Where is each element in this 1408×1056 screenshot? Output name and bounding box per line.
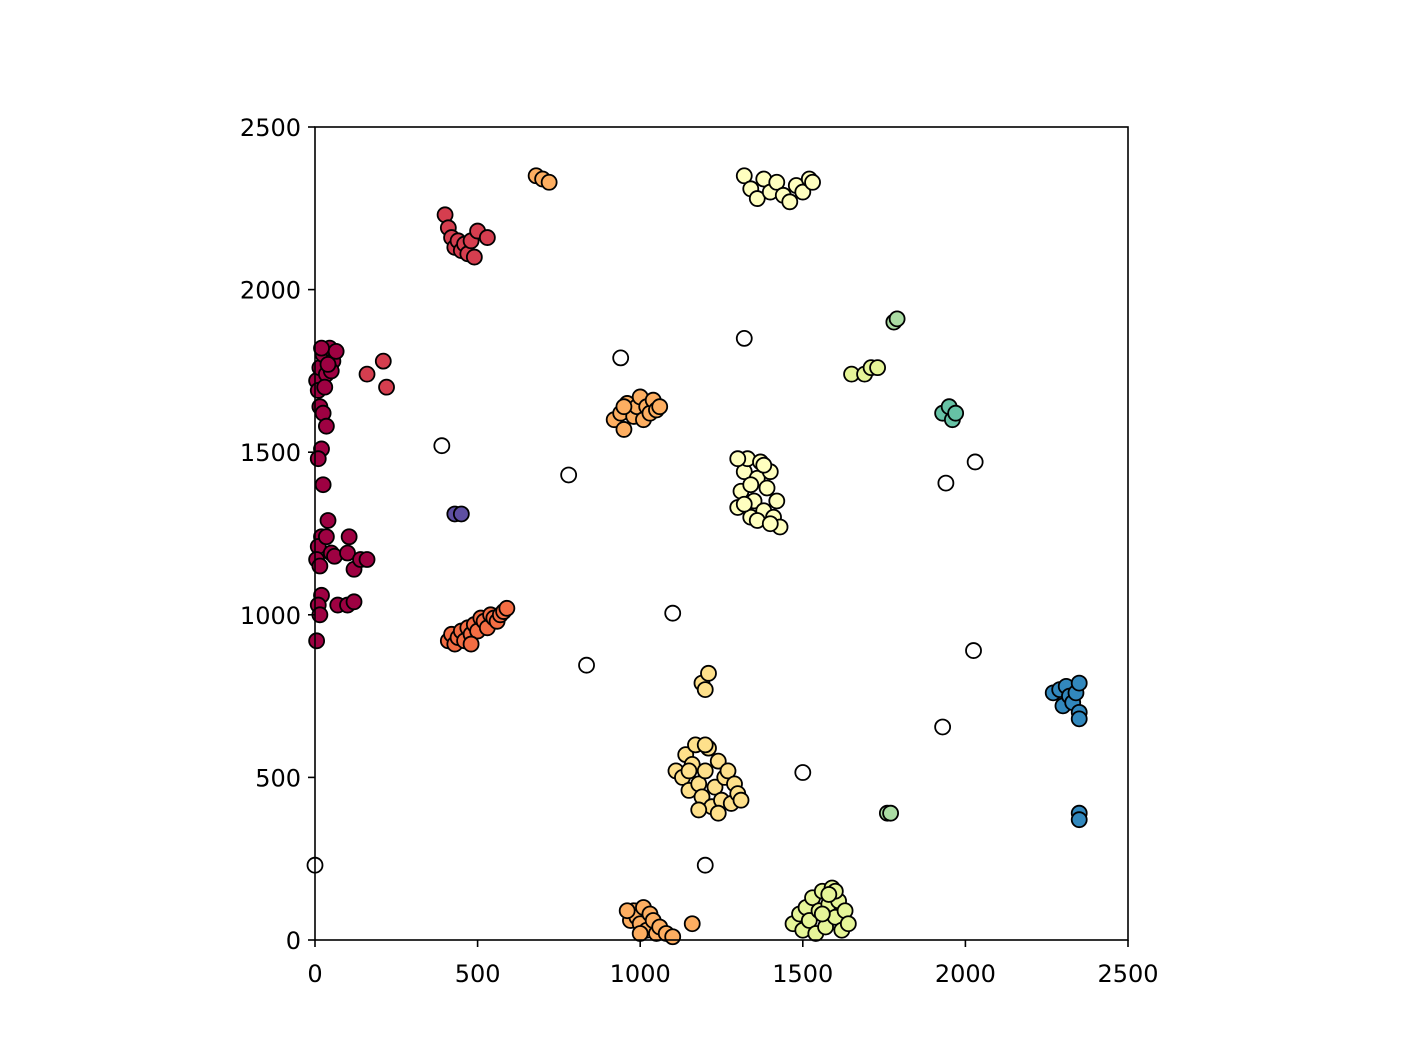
noise-point <box>794 764 812 781</box>
data-point <box>761 515 779 533</box>
x-tick-label: 500 <box>455 960 501 988</box>
y-tick-label: 1500 <box>240 439 301 467</box>
data-point <box>683 915 701 933</box>
data-point <box>631 925 649 942</box>
data-point <box>478 229 496 246</box>
data-point <box>729 450 747 468</box>
data-point <box>319 355 337 373</box>
data-point <box>735 167 753 185</box>
data-point <box>768 492 786 510</box>
data-point <box>719 762 737 780</box>
data-point <box>319 512 337 529</box>
data-point <box>540 173 558 191</box>
data-point <box>374 352 392 370</box>
data-point <box>869 359 886 377</box>
data-point <box>680 762 698 780</box>
data-point <box>651 398 669 416</box>
data-point <box>696 681 714 698</box>
data-point <box>690 801 708 819</box>
data-point <box>947 404 965 422</box>
y-tick-label: 2000 <box>240 277 301 305</box>
y-tick-label: 1000 <box>240 602 301 630</box>
data-point <box>498 599 516 617</box>
y-axis-ticks: 0 500 1000 1500 2000 2500 <box>240 114 315 955</box>
x-tick-label: 2500 <box>1097 960 1158 988</box>
data-point <box>700 664 717 682</box>
data-point <box>311 557 329 575</box>
data-point <box>696 762 714 780</box>
data-point <box>755 456 773 474</box>
x-tick-label: 2000 <box>935 960 996 988</box>
data-point <box>839 915 857 933</box>
noise-point <box>433 437 451 455</box>
data-point <box>316 378 334 396</box>
y-tick-label: 0 <box>286 927 301 955</box>
data-point <box>709 752 727 770</box>
plot-border <box>314 126 1129 941</box>
noise-point <box>612 349 630 367</box>
axes-frame <box>314 126 1129 941</box>
data-point <box>768 173 786 191</box>
noise-point <box>735 329 753 347</box>
data-point <box>664 928 682 946</box>
data-point <box>781 193 799 211</box>
data-point <box>758 479 776 497</box>
data-point <box>742 476 760 494</box>
data-point <box>452 505 470 523</box>
data-point <box>313 339 330 357</box>
data-point <box>308 632 326 650</box>
data-point <box>317 417 335 435</box>
x-tick-label: 1000 <box>610 960 671 988</box>
data-point <box>813 905 831 923</box>
data-point <box>1070 674 1088 692</box>
data-point <box>1070 811 1088 829</box>
data-point <box>465 248 483 266</box>
y-tick-label: 2500 <box>240 114 301 142</box>
data-point <box>748 190 766 207</box>
noise-point <box>937 474 955 492</box>
noise-point <box>934 718 952 736</box>
noise-point <box>578 656 595 674</box>
data-point <box>618 902 636 920</box>
data-point <box>462 635 480 653</box>
data-point <box>732 791 750 809</box>
noise-point <box>560 466 578 484</box>
data-point <box>358 365 376 383</box>
data-point <box>340 528 358 546</box>
points-layer <box>306 167 1088 946</box>
x-tick-label: 1500 <box>772 960 833 988</box>
data-point <box>709 804 727 822</box>
data-point <box>314 476 332 494</box>
data-point <box>804 173 821 191</box>
data-point <box>339 544 356 562</box>
data-point <box>317 528 335 546</box>
noise-point <box>965 642 982 659</box>
noise-point <box>966 453 984 471</box>
data-point <box>735 495 753 513</box>
data-point <box>706 778 724 796</box>
data-point <box>358 551 376 568</box>
data-point <box>888 310 906 328</box>
data-point <box>615 398 633 416</box>
data-point <box>696 736 714 754</box>
data-point <box>800 912 818 929</box>
data-point <box>309 450 327 468</box>
data-point <box>820 886 838 903</box>
noise-point <box>664 604 682 622</box>
data-point <box>615 421 633 438</box>
data-point <box>345 593 363 611</box>
noise-point <box>696 856 714 874</box>
data-point <box>882 804 900 822</box>
x-tick-label: 0 <box>307 960 322 988</box>
data-point <box>378 378 395 396</box>
y-tick-label: 500 <box>255 764 301 792</box>
x-axis-ticks: 0 500 1000 1500 2000 2500 <box>307 940 1159 988</box>
data-point <box>794 183 812 201</box>
data-point <box>1070 710 1088 728</box>
